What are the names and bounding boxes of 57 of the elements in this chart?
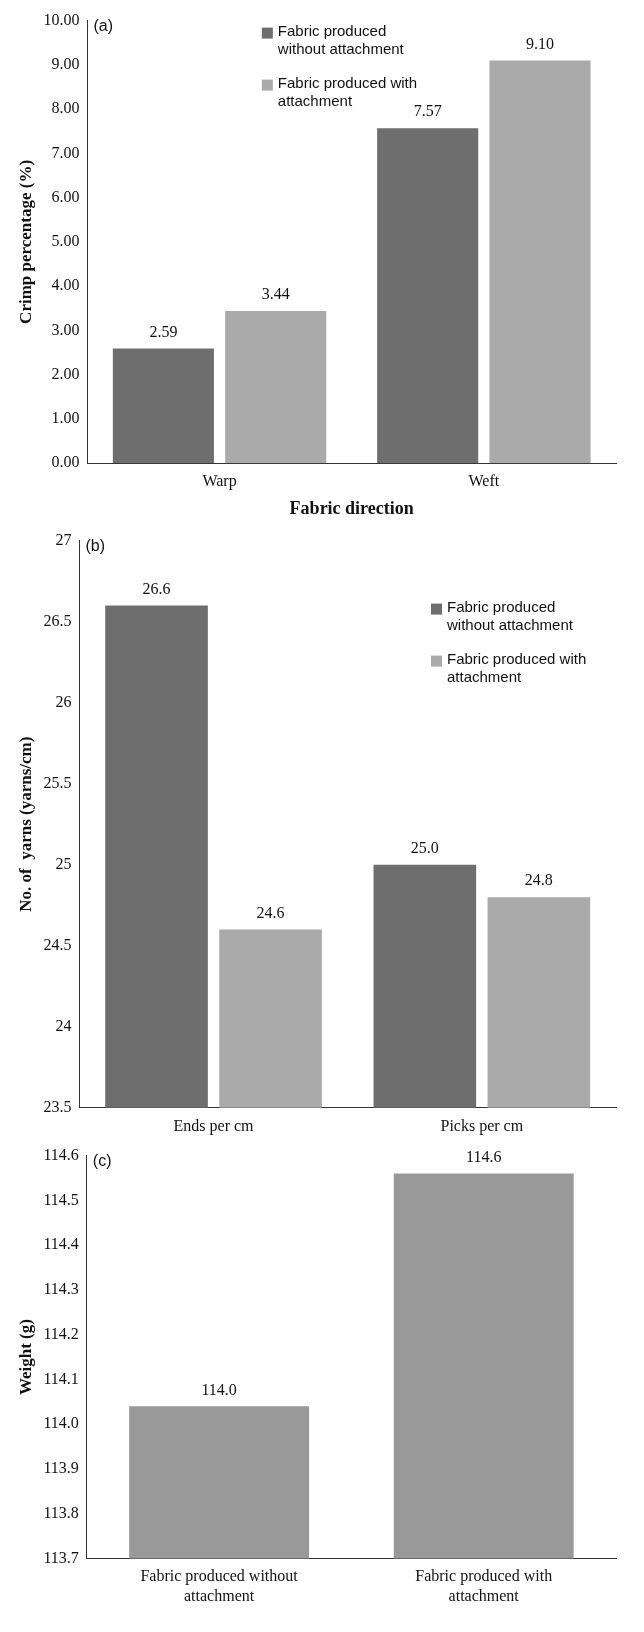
x-tick-label: Picks per cm (440, 1116, 524, 1135)
y-tick-label: 114.2 (43, 1324, 79, 1342)
data-label: 2.59 (149, 322, 178, 340)
y-tick-label: 0.00 (51, 453, 80, 471)
y-tick-label: 2.00 (51, 364, 80, 382)
y-tick-label: 25.5 (43, 773, 72, 791)
y-tick-label: 4.00 (51, 276, 80, 294)
bar (489, 60, 591, 464)
y-tick-label: 24 (55, 1016, 72, 1034)
data-label: 9.10 (526, 34, 555, 52)
data-label: 24.6 (256, 903, 285, 921)
x-tick-label: Weft (468, 472, 500, 489)
bar (225, 310, 327, 464)
legend-label: Fabric produced with attachment (447, 650, 587, 686)
y-tick-label: 5.00 (51, 232, 80, 250)
y-tick-label: 114.0 (43, 1414, 79, 1432)
y-tick-label: 25 (55, 854, 72, 872)
y-tick-label: 3.00 (51, 320, 80, 338)
y-tick-label: 6.00 (51, 187, 80, 205)
x-tick-label: Ends per cm (173, 1116, 255, 1135)
y-tick-label: 114.6 (43, 1145, 79, 1163)
y-axis-title: Weight (g) (15, 1319, 35, 1396)
y-tick-label: 26.5 (43, 611, 72, 629)
data-label: 25.0 (410, 838, 439, 856)
y-tick-label: 27 (55, 530, 72, 548)
data-label: 114.0 (201, 1380, 237, 1398)
y-tick-label: 113.8 (43, 1504, 79, 1522)
data-label: 3.44 (261, 285, 290, 303)
legend-label: Fabric produced without attachment (276, 22, 405, 58)
legend-label: Fabric produced without attachment (446, 598, 574, 634)
data-label: 24.8 (524, 871, 553, 889)
bar (112, 348, 214, 464)
chart-title: (a) (93, 17, 113, 35)
y-tick-label: 114.4 (43, 1235, 79, 1253)
y-tick-label: 113.9 (43, 1459, 79, 1477)
y-axis-title: No. of yarns (yarns/cm) (15, 736, 35, 912)
y-tick-label: 113.7 (43, 1548, 79, 1566)
y-tick-label: 26 (55, 692, 72, 710)
data-label: 26.6 (142, 579, 171, 597)
y-tick-label: 114.3 (43, 1280, 79, 1298)
data-label: 7.57 (413, 102, 442, 120)
y-tick-label: 24.5 (43, 935, 72, 953)
x-tick-label: Warp (202, 472, 237, 490)
chart-title: (b) (85, 537, 105, 555)
bar (377, 128, 479, 464)
y-axis-title: Crimp percentage (%) (15, 159, 35, 324)
y-tick-label: 8.00 (51, 99, 80, 117)
y-tick-label: 1.00 (51, 409, 80, 427)
y-tick-label: 114.1 (43, 1369, 79, 1387)
data-label: 114.6 (466, 1147, 502, 1165)
x-axis-title: Fabric direction (289, 497, 414, 518)
y-tick-label: 114.5 (43, 1190, 79, 1208)
y-tick-label: 9.00 (51, 55, 80, 73)
y-tick-label: 7.00 (51, 143, 80, 161)
y-tick-label: 23.5 (43, 1098, 72, 1115)
y-tick-label: 10.00 (43, 10, 80, 28)
chart-title: (c) (92, 1152, 112, 1170)
